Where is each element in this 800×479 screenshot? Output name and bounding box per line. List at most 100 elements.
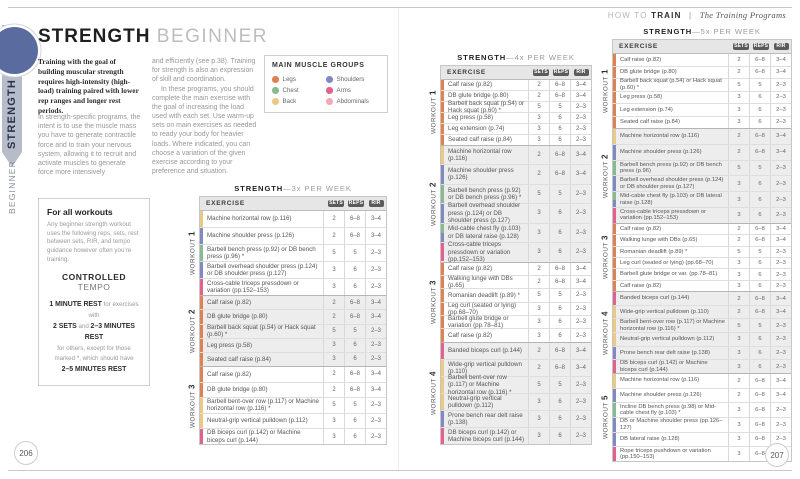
- muscle-color-bar: [613, 176, 616, 192]
- reps-value: 5: [549, 184, 570, 204]
- table-row: Cross-cable triceps pressdown or variati…: [613, 207, 791, 223]
- legs-muscle-bar: [200, 382, 203, 398]
- table-row: DB biceps curl (p.142) or Machine biceps…: [441, 427, 591, 444]
- exercise-name: Neutral-grip vertical pulldown (p.112): [448, 394, 502, 409]
- legs-muscle-bar: [441, 316, 444, 329]
- muscle-color-bar: [613, 319, 616, 333]
- sets-value: 5: [528, 101, 549, 112]
- sets-value: 2: [728, 292, 749, 305]
- sets-value: 5: [528, 184, 549, 204]
- exercise-name: Barbell back squat (p.54) or Hack squat …: [620, 78, 722, 91]
- back-muscle-bar: [200, 398, 203, 413]
- rir-value: 3–4: [365, 211, 386, 228]
- sets-value: 3: [528, 393, 549, 410]
- reps-value: 6: [549, 427, 570, 444]
- exercise-name: Prone bench rear delt raise (p.138): [448, 411, 523, 426]
- sets-value: 2: [728, 235, 749, 246]
- workout-label: WORKOUT 2: [425, 146, 440, 262]
- table-row: Neutral-grip vertical pulldown (p.112) 3 6…: [441, 393, 591, 411]
- sets-value: 5: [323, 324, 344, 338]
- sets-value: 5: [323, 398, 344, 413]
- exercise-name: Calf raise (p.82): [620, 225, 662, 232]
- exercise-name: Leg curl (seated or lying) (pp.68–70): [620, 259, 714, 266]
- reps-value: 6–8: [749, 223, 770, 235]
- legs-muscle-bar: [613, 79, 616, 91]
- sets-value: 3: [528, 316, 549, 329]
- workout-rows: Calf raise (p.82) 2 6–8 3–4 Walking lunge wi…: [613, 223, 791, 292]
- rir-value: 2–3: [770, 104, 791, 116]
- muscle-color-bar: [441, 275, 444, 289]
- reps-value: 6–8: [749, 432, 770, 447]
- table-row: Barbell back squat (p.54) or Hack squat …: [613, 78, 791, 92]
- exercise-name: Leg press (p.58): [620, 94, 663, 101]
- legend-item: Shoulders: [326, 76, 382, 83]
- table-row: Calf raise (p.82) 3 6 2–3: [441, 329, 591, 342]
- muscle-color-bar: [441, 243, 444, 262]
- exercise-name: Machine shoulder press (p.126): [207, 232, 295, 240]
- column-header-cell: SETS: [326, 200, 346, 207]
- reps-value: 6: [549, 134, 570, 145]
- sets-value: 2: [528, 90, 549, 101]
- sets-value: 3: [528, 112, 549, 123]
- legend-item-label: Arms: [336, 87, 351, 94]
- shoulders-color-dot: [326, 76, 333, 83]
- rir-value: 2–3: [570, 134, 591, 145]
- legs-muscle-bar: [200, 352, 203, 367]
- exercise-column-header: EXERCISE: [206, 200, 245, 207]
- workout-label-text: WORKOUT 3: [428, 280, 437, 325]
- reps-value: 6–8: [749, 144, 770, 160]
- muscle-color-bar: [441, 145, 444, 165]
- rir-value: 3–4: [365, 228, 386, 245]
- table-title-frequency: —3x PER WEEK: [283, 184, 352, 193]
- page-title-sub: BEGINNER: [156, 26, 269, 47]
- rir-value: 2–3: [365, 398, 386, 413]
- exercise-name: Barbell overhead shoulder press (p.124) …: [207, 262, 318, 278]
- reps-value: 5: [344, 245, 365, 262]
- shoulders-muscle-bar: [441, 410, 444, 427]
- muscle-color-bar: [200, 228, 203, 245]
- legs-muscle-bar: [613, 269, 616, 280]
- rir-value: 2–3: [570, 393, 591, 410]
- back-muscle-bar: [441, 393, 444, 410]
- table-row: Machine shoulder press (p.126) 2 6–8 3–4: [441, 165, 591, 185]
- legend-item: Chest: [272, 87, 326, 94]
- exercise-name: Leg press (p.58): [207, 341, 253, 349]
- workout-block: WORKOUT 2 Calf raise (p.82) 2 6–8 3–4 DB glut…: [187, 295, 386, 367]
- sets-value: 2: [323, 228, 344, 245]
- legend-item-label: Legs: [282, 76, 296, 83]
- reps-column-header-badge: REPS: [347, 200, 365, 207]
- rir-value: 2–3: [770, 346, 791, 360]
- table-row: DB glute bridge (p.80) 2 6–8 3–4: [613, 66, 791, 80]
- table-title: STRENGTH—5x PER WEEK: [612, 27, 792, 39]
- rir-value: 3–4: [365, 310, 386, 324]
- rir-value: 2–3: [770, 91, 791, 104]
- rir-value: 2–3: [570, 427, 591, 444]
- workout-label-text: WORKOUT 1: [428, 90, 437, 135]
- workout-label-text: WORKOUT 2: [187, 309, 196, 354]
- table-row: DB biceps curl (p.142) or Machine biceps…: [200, 429, 386, 444]
- sets-value: 3: [528, 302, 549, 315]
- table-row: Barbell bent-over row (p.117) or Machine…: [613, 319, 791, 334]
- legs-muscle-bar: [613, 257, 616, 269]
- muscle-color-bar: [613, 403, 616, 417]
- rir-value: 2–3: [570, 223, 591, 242]
- reps-value: 6–8: [549, 342, 570, 359]
- table-header-row: EXERCISE SETS REPS RIR: [441, 66, 591, 80]
- workout-block: WORKOUT 5 Machine horizontal row (p.116) 2…: [600, 372, 791, 462]
- rir-value: 3–4: [365, 296, 386, 310]
- reps-value: 6–8: [749, 403, 770, 417]
- rest-guidance-line: for others, except for those: [57, 344, 131, 352]
- table-row: Barbell bench press (p.92) or DB bench p…: [441, 184, 591, 205]
- table-row: Walking lunge with DBs (p.65) 2 6–8 3–4: [613, 235, 791, 247]
- legs-muscle-bar: [441, 80, 444, 90]
- back-muscle-bar: [441, 145, 444, 165]
- legs-muscle-bar: [200, 296, 203, 310]
- exercise-name: Neutral-grip vertical pulldown (p.112): [207, 417, 308, 425]
- exercise-name: Neutral-grip vertical pulldown (p.112): [620, 336, 715, 343]
- intro-paragraph-2: and efficiently (see p.38). Training for…: [152, 58, 256, 84]
- sets-value: 2: [323, 310, 344, 324]
- table-header-row: EXERCISE SETS REPS RIR: [613, 40, 791, 54]
- muscle-color-bar: [200, 367, 203, 382]
- sets-value: 3: [728, 192, 749, 207]
